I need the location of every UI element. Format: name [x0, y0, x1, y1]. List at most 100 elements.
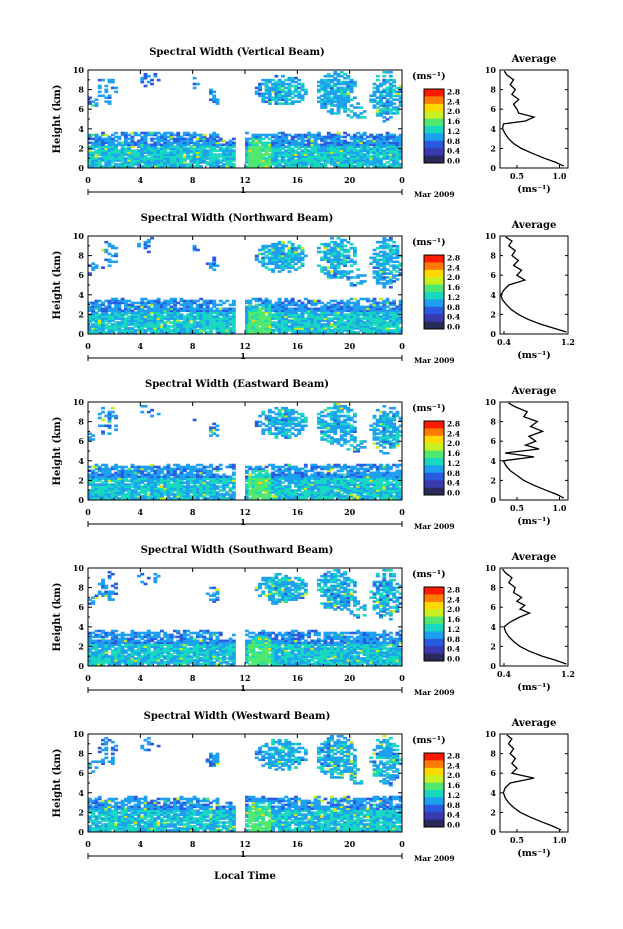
heatmap-cell	[176, 485, 181, 488]
heatmap-cell	[398, 135, 402, 139]
heatmap-cell	[294, 155, 298, 158]
heatmap-cell	[231, 159, 236, 162]
heatmap-cell	[356, 311, 361, 315]
heatmap-cell	[97, 327, 102, 330]
heatmap-cell	[231, 479, 236, 482]
heatmap-cell	[140, 327, 145, 330]
heatmap-cell	[267, 475, 272, 479]
heatmap-cell	[163, 321, 168, 324]
heatmap-cell	[271, 420, 276, 424]
heatmap-cell	[159, 165, 164, 168]
heatmap-cell	[182, 319, 187, 322]
heatmap-cell	[117, 321, 122, 324]
heatmap-cell	[91, 473, 96, 477]
heatmap-cell	[379, 321, 383, 324]
heatmap-cell	[176, 313, 181, 316]
heatmap-cell	[349, 137, 354, 141]
heatmap-cell	[199, 479, 204, 482]
heatmap-cell	[251, 323, 256, 326]
heatmap-cell	[173, 139, 177, 143]
heatmap-cell	[104, 250, 109, 254]
heatmap-cell	[127, 485, 132, 488]
heatmap-cell	[290, 153, 295, 156]
heatmap-cell	[343, 161, 347, 164]
heatmap-cell	[150, 145, 155, 149]
heatmap-cell	[323, 307, 328, 311]
heatmap-cell	[222, 313, 226, 316]
heatmap-cell	[120, 481, 125, 484]
heatmap-cell	[209, 309, 213, 313]
heatmap-cell	[199, 325, 204, 328]
heatmap-cell	[271, 90, 276, 94]
heatmap-cell	[189, 317, 194, 320]
heatmap-cell	[395, 331, 400, 334]
heatmap-cell	[153, 137, 158, 141]
heatmap-cell	[323, 102, 328, 105]
heatmap-cell	[382, 137, 387, 141]
heatmap-cell	[372, 272, 377, 275]
heatmap-cell	[143, 469, 148, 473]
heatmap-cell	[333, 311, 338, 315]
heatmap-cell	[388, 88, 393, 92]
heatmap-cell	[186, 163, 190, 166]
heatmap-cell	[228, 489, 233, 492]
heatmap-cell	[225, 327, 230, 330]
heatmap-cell	[274, 311, 279, 315]
heatmap-cell	[287, 319, 292, 322]
heatmap-cell	[280, 102, 285, 105]
heatmap-cell	[310, 139, 315, 143]
heatmap-cell	[130, 475, 135, 479]
heatmap-cell	[209, 469, 213, 473]
heatmap-cell	[222, 477, 226, 481]
heatmap-cell	[294, 161, 298, 164]
heatmap-cell	[215, 477, 220, 481]
heatmap-cell	[352, 319, 357, 322]
heatmap-cell	[215, 163, 220, 166]
heatmap-cell	[297, 319, 302, 322]
heatmap-cell	[156, 141, 161, 145]
heatmap-cell	[274, 436, 279, 439]
heatmap-cell	[173, 297, 177, 301]
heatmap-cell	[192, 487, 197, 490]
heatmap-cell	[195, 497, 200, 500]
heatmap-cell	[88, 477, 92, 481]
heatmap-cell	[251, 325, 256, 328]
heatmap-cell	[297, 309, 302, 313]
heatmap-cell	[343, 238, 347, 242]
heatmap-cell	[274, 418, 279, 422]
heatmap-cell	[277, 248, 282, 252]
heatmap-cell	[398, 268, 402, 271]
heatmap-cell	[382, 260, 387, 264]
heatmap-cell	[231, 155, 236, 158]
heatmap-cell	[333, 104, 338, 107]
heatmap-cell	[146, 149, 151, 152]
heatmap-cell	[294, 321, 298, 324]
heatmap-cell	[130, 469, 135, 473]
heatmap-cell	[163, 329, 168, 332]
heatmap-cell	[382, 309, 387, 313]
heatmap-cell	[222, 329, 226, 332]
heatmap-cell	[153, 319, 158, 322]
heatmap-cell	[284, 311, 289, 315]
heatmap-cell	[294, 88, 298, 92]
heatmap-cell	[343, 145, 347, 149]
heatmap-cell	[385, 244, 390, 248]
heatmap-cell	[130, 309, 135, 313]
heatmap-cell	[133, 317, 138, 320]
heatmap-cell	[143, 303, 148, 307]
heatmap-cell	[326, 155, 331, 158]
heatmap-cell	[199, 475, 204, 479]
heatmap-cell	[150, 323, 155, 326]
heatmap-cell	[375, 323, 380, 326]
heatmap-cell	[362, 305, 367, 309]
heatmap-cell	[294, 163, 298, 166]
heatmap-cell	[173, 305, 177, 309]
heatmap-cell	[140, 309, 145, 313]
heatmap-cell	[133, 325, 138, 328]
heatmap-cell	[143, 145, 148, 149]
heatmap-cell	[339, 90, 344, 94]
heatmap-cell	[137, 244, 141, 248]
heatmap-cell	[159, 315, 164, 318]
heatmap-cell	[375, 86, 380, 90]
heatmap-cell	[280, 137, 285, 141]
